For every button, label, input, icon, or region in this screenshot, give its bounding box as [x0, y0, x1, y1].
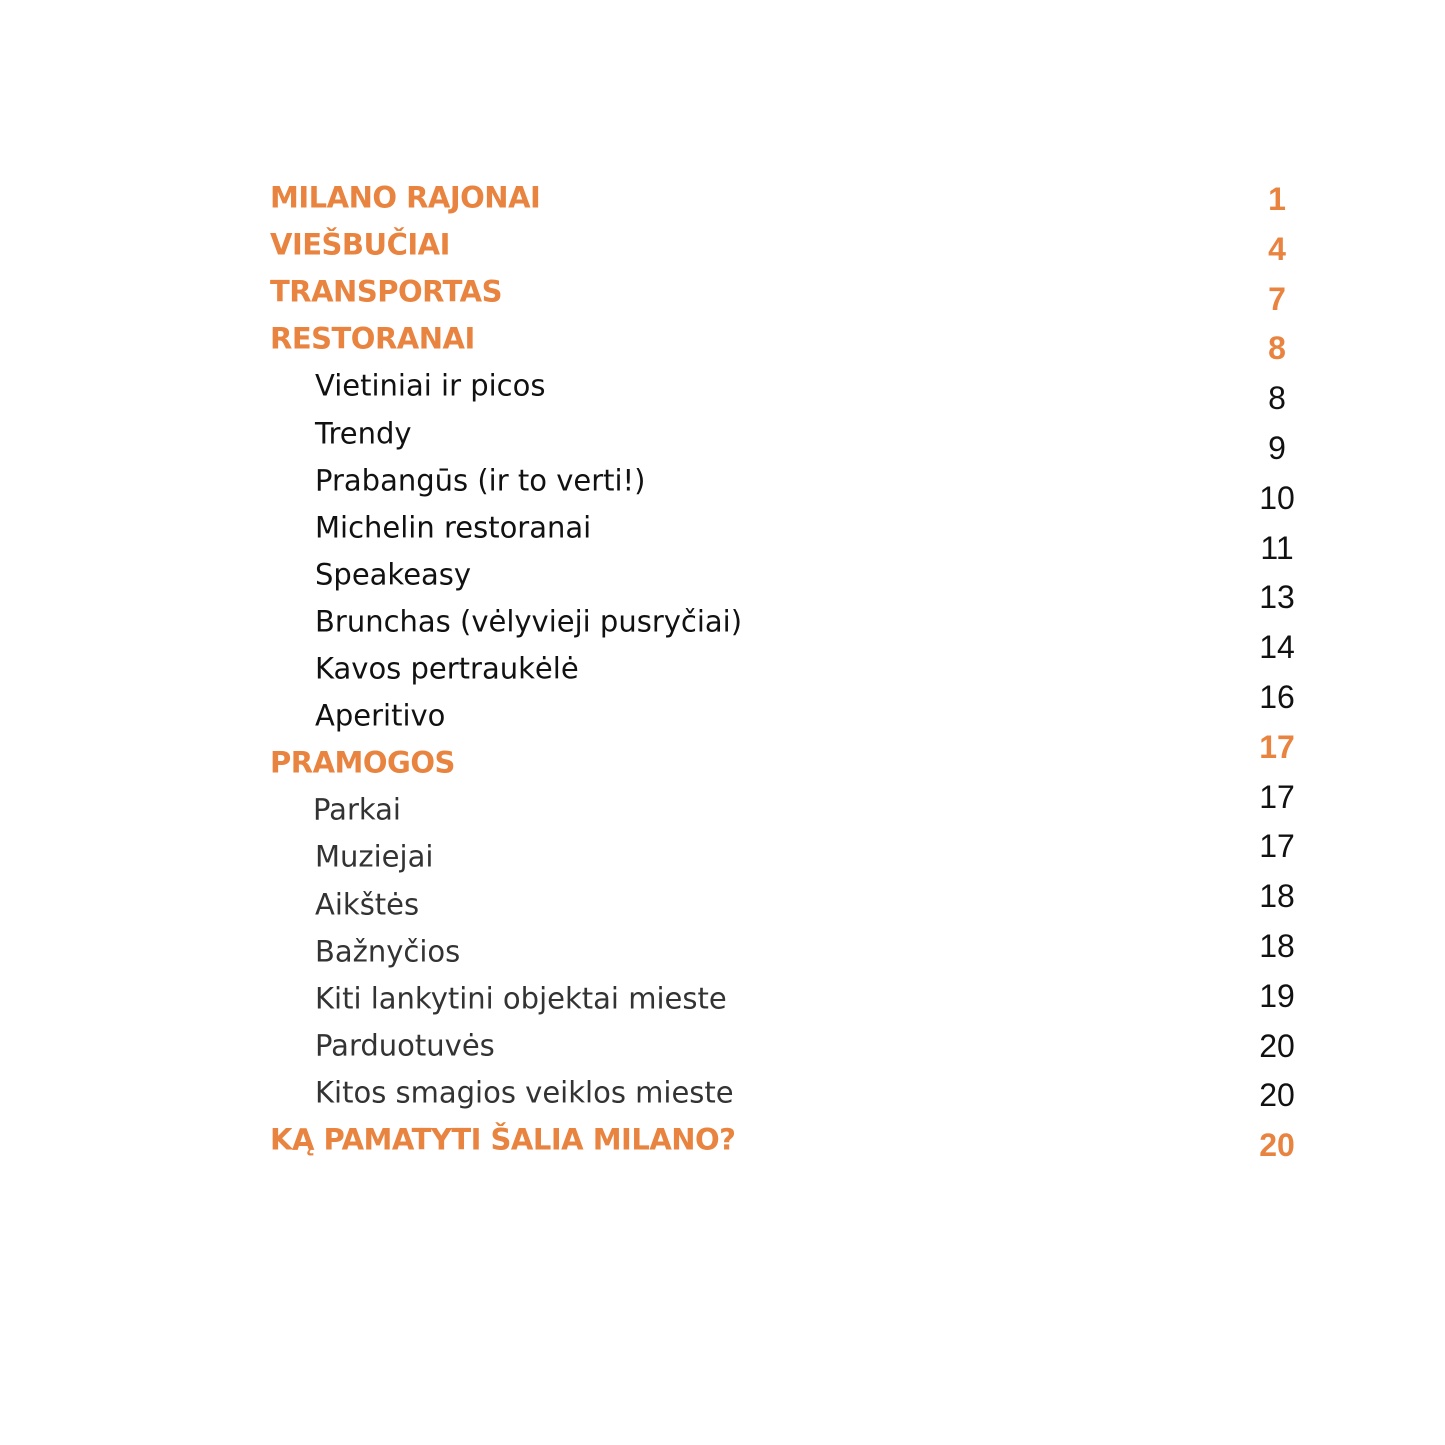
toc-page-number: 13: [1259, 579, 1295, 616]
toc-page-number: 14: [1259, 629, 1295, 666]
toc-subsection[interactable]: Speakeasy: [315, 557, 472, 592]
toc-subsection[interactable]: Trendy: [315, 416, 412, 450]
toc-page-number: 17: [1259, 828, 1295, 865]
toc-page-number: 16: [1259, 679, 1295, 715]
toc-subsection[interactable]: Kiti lankytini objektai mieste: [315, 981, 727, 1016]
toc-page-number: 1: [1268, 181, 1286, 217]
toc-page-number: 4: [1268, 230, 1286, 267]
toc-section-heading[interactable]: MILANO RAJONAI: [270, 180, 541, 215]
toc-page-number: 17: [1259, 778, 1295, 815]
toc-subsection[interactable]: Parkai: [313, 792, 401, 827]
toc-subsection[interactable]: Bažnyčios: [315, 934, 461, 969]
toc-subsection[interactable]: Kavos pertraukėlė: [315, 651, 579, 686]
toc-subsection[interactable]: Michelin restoranai: [315, 510, 592, 545]
toc-subsection[interactable]: Vietiniai ir picos: [315, 368, 546, 403]
toc-section-heading[interactable]: RESTORANAI: [270, 321, 475, 356]
toc-page-number: 10: [1259, 479, 1295, 516]
toc-page-number: 7: [1268, 280, 1286, 317]
toc-page-number: 19: [1259, 977, 1295, 1014]
toc-section-heading[interactable]: TRANSPORTAS: [270, 274, 503, 309]
toc-section-heading[interactable]: PRAMOGOS: [270, 745, 455, 780]
toc-section-heading[interactable]: KĄ PAMATYTI ŠALIA MILANO?: [270, 1122, 736, 1157]
toc-subsection[interactable]: Prabangūs (ir to verti!): [315, 463, 646, 498]
toc-subsection[interactable]: Kitos smagios veiklos mieste: [315, 1075, 734, 1110]
toc-section-heading[interactable]: VIEŠBUČIAI: [270, 227, 450, 262]
toc-page-number: 17: [1259, 728, 1295, 765]
toc-page-number: 18: [1259, 928, 1295, 964]
toc-subsection[interactable]: Muziejai: [315, 839, 434, 874]
toc-subsection[interactable]: Aperitivo: [315, 698, 446, 733]
toc-subsection[interactable]: Brunchas (vėlyvieji pusryčiai): [315, 604, 743, 639]
toc-page-number: 20: [1259, 1127, 1295, 1164]
toc-page-number: 8: [1268, 380, 1286, 417]
toc-subsection[interactable]: Parduotuvės: [315, 1028, 495, 1063]
toc-page-number: 20: [1259, 1077, 1295, 1114]
toc-page-number: 9: [1268, 430, 1286, 466]
toc-page-number: 20: [1259, 1027, 1295, 1064]
toc-page-number: 11: [1260, 529, 1294, 566]
toc-page-number: 8: [1268, 330, 1286, 367]
toc-page-number: 18: [1259, 878, 1295, 915]
toc-subsection[interactable]: Aikštės: [315, 887, 420, 921]
